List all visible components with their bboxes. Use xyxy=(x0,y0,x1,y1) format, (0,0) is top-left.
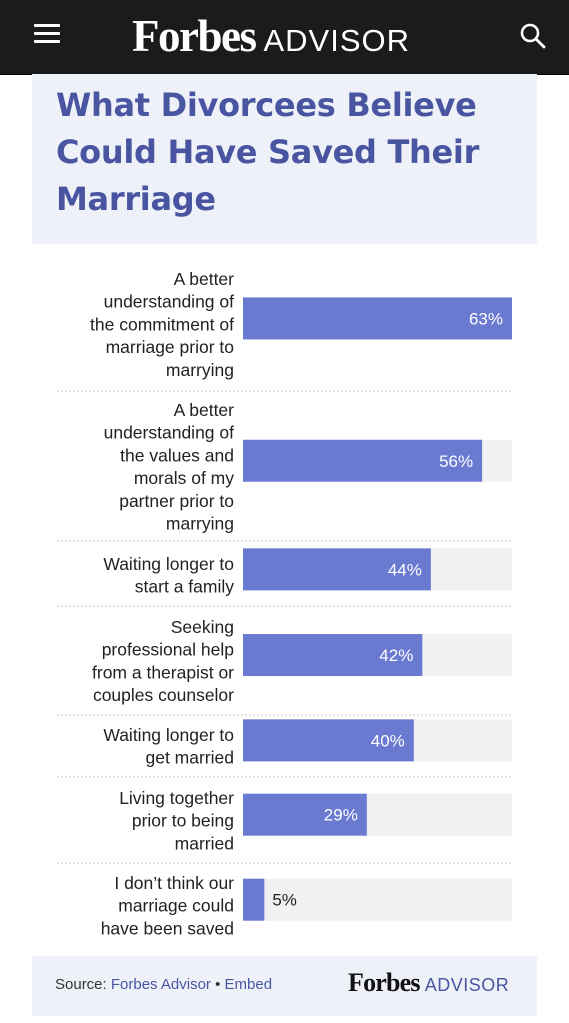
search-icon[interactable] xyxy=(519,22,547,50)
category-label: Seeking professional help from a therapist… xyxy=(92,617,234,705)
embed-link[interactable]: Embed xyxy=(224,976,273,993)
bar-value-label: 42% xyxy=(379,646,413,665)
bar-value-label: 29% xyxy=(324,806,358,825)
logo-advisor-text: ADVISOR xyxy=(263,23,411,58)
bar-track xyxy=(243,878,512,921)
bar xyxy=(243,548,431,591)
bar xyxy=(243,297,512,340)
chart-title-panel: What Divorcees Believe Could Have Saved … xyxy=(32,74,537,244)
category-label: Waiting longer to get married xyxy=(103,725,234,768)
bar-value-label: 56% xyxy=(439,452,473,471)
footer-logo-advisor-text: ADVISOR xyxy=(424,975,510,995)
source-link[interactable]: Forbes Advisor xyxy=(110,976,211,993)
logo-forbes-text: Forbes xyxy=(132,11,257,61)
category-label: I don’t think our marriage could have been… xyxy=(101,873,234,938)
source-panel: Source: Forbes Advisor • Embed Forbes ADV… xyxy=(32,956,537,1016)
bar xyxy=(243,634,423,677)
bar xyxy=(243,793,367,836)
hamburger-menu-icon[interactable] xyxy=(34,24,60,44)
top-navigation-bar: Forbes ADVISOR xyxy=(0,0,569,75)
chart-title: What Divorcees Believe Could Have Saved … xyxy=(56,86,480,218)
source-prefix: Source: xyxy=(55,976,107,993)
forbes-advisor-logo[interactable]: Forbes ADVISOR xyxy=(132,10,410,62)
category-label: A better understanding of the values and mo… xyxy=(104,400,235,534)
footer-forbes-advisor-logo: Forbes ADVISOR xyxy=(348,968,509,998)
bar xyxy=(243,439,483,482)
bar xyxy=(243,719,414,762)
source-separator: • xyxy=(215,976,221,993)
footer-logo-forbes-text: Forbes xyxy=(348,968,421,997)
bar xyxy=(243,878,265,921)
category-label: Living together prior to being married xyxy=(119,788,234,853)
bar-value-label: 44% xyxy=(388,560,422,579)
bar-value-label: 63% xyxy=(469,309,503,328)
bar-value-label: 5% xyxy=(272,891,297,910)
bar-value-label: 40% xyxy=(371,731,405,750)
source-line: Source: Forbes Advisor • Embed xyxy=(55,976,272,993)
category-label: Waiting longer to start a family xyxy=(103,554,234,597)
category-label: A better understanding of the commitment o… xyxy=(90,269,234,380)
